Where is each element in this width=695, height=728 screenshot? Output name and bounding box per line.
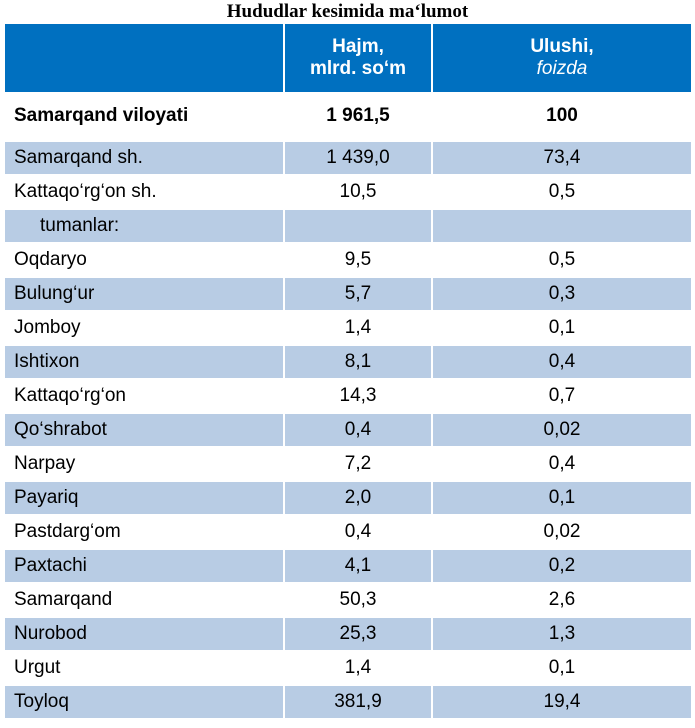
region-volume: 5,7 xyxy=(285,278,433,312)
region-share: 0,02 xyxy=(433,414,691,448)
region-share: 0,02 xyxy=(433,516,691,550)
header-volume-line1: Hajm, xyxy=(332,36,384,57)
total-row: Samarqand viloyati 1 961,5 100 xyxy=(5,92,691,142)
region-volume: 0,4 xyxy=(285,414,433,448)
region-share: 2,6 xyxy=(433,584,691,618)
region-volume: 1,4 xyxy=(285,652,433,686)
region-share: 0,5 xyxy=(433,176,691,210)
region-share: 0,7 xyxy=(433,380,691,414)
region-share xyxy=(433,210,691,244)
region-name: Narpay xyxy=(5,448,285,482)
table-row: Nurobod 25,3 1,3 xyxy=(5,618,691,652)
region-volume: 0,4 xyxy=(285,516,433,550)
table-row: Toyloq 381,9 19,4 xyxy=(5,686,691,720)
table-row: Samarqand 50,3 2,6 xyxy=(5,584,691,618)
header-volume-line2: mlrd. so‘m xyxy=(309,58,407,79)
region-share: 19,4 xyxy=(433,686,691,720)
region-name: Urgut xyxy=(5,652,285,686)
table-row: Pastdarg‘om 0,4 0,02 xyxy=(5,516,691,550)
region-name: Jomboy xyxy=(5,312,285,346)
region-name: Oqdaryo xyxy=(5,244,285,278)
region-volume xyxy=(285,210,433,244)
region-share: 0,2 xyxy=(433,550,691,584)
region-volume: 50,3 xyxy=(285,584,433,618)
region-group-label: tumanlar: xyxy=(5,210,285,244)
region-volume: 1,4 xyxy=(285,312,433,346)
region-share: 0,1 xyxy=(433,482,691,516)
total-share: 100 xyxy=(433,92,691,142)
region-name: Ishtixon xyxy=(5,346,285,380)
region-volume: 9,5 xyxy=(285,244,433,278)
region-share: 0,1 xyxy=(433,652,691,686)
total-volume: 1 961,5 xyxy=(285,92,433,142)
region-name: Samarqand sh. xyxy=(5,142,285,176)
region-name: Kattaqo‘rg‘on xyxy=(5,380,285,414)
table-row: tumanlar: xyxy=(5,210,691,244)
header-share-line1: Ulushi, xyxy=(530,36,594,57)
total-region-name: Samarqand viloyati xyxy=(5,92,285,142)
region-volume: 2,0 xyxy=(285,482,433,516)
region-volume: 8,1 xyxy=(285,346,433,380)
header-share-cell: Ulushi, foizda xyxy=(433,24,691,92)
region-name: Paxtachi xyxy=(5,550,285,584)
table-row: Samarqand sh. 1 439,0 73,4 xyxy=(5,142,691,176)
table-row: Urgut 1,4 0,1 xyxy=(5,652,691,686)
page-title: Hududlar kesimida ma‘lumot xyxy=(226,1,469,22)
region-volume: 381,9 xyxy=(285,686,433,720)
table-row: Kattaqo‘rg‘on sh. 10,5 0,5 xyxy=(5,176,691,210)
header-volume-cell: Hajm, mlrd. so‘m xyxy=(285,24,433,92)
table-row: Oqdaryo 9,5 0,5 xyxy=(5,244,691,278)
region-volume: 14,3 xyxy=(285,380,433,414)
table-row: Jomboy 1,4 0,1 xyxy=(5,312,691,346)
region-name: Kattaqo‘rg‘on sh. xyxy=(5,176,285,210)
region-name: Bulung‘ur xyxy=(5,278,285,312)
region-share: 0,1 xyxy=(433,312,691,346)
table-row: Kattaqo‘rg‘on 14,3 0,7 xyxy=(5,380,691,414)
region-volume: 25,3 xyxy=(285,618,433,652)
table-row: Ishtixon 8,1 0,4 xyxy=(5,346,691,380)
region-name: Samarqand xyxy=(5,584,285,618)
region-name: Pastdarg‘om xyxy=(5,516,285,550)
region-share: 1,3 xyxy=(433,618,691,652)
table-row: Narpay 7,2 0,4 xyxy=(5,448,691,482)
region-share: 73,4 xyxy=(433,142,691,176)
table-header-row: Hajm, mlrd. so‘m Ulushi, foizda xyxy=(5,24,691,92)
region-volume: 4,1 xyxy=(285,550,433,584)
region-name: Payariq xyxy=(5,482,285,516)
region-share: 0,4 xyxy=(433,346,691,380)
region-name: Toyloq xyxy=(5,686,285,720)
region-share: 0,3 xyxy=(433,278,691,312)
header-region-cell xyxy=(5,24,285,92)
table-row: Bulung‘ur 5,7 0,3 xyxy=(5,278,691,312)
header-share-line2: foizda xyxy=(536,58,588,79)
region-share: 0,5 xyxy=(433,244,691,278)
table-row: Paxtachi 4,1 0,2 xyxy=(5,550,691,584)
region-volume: 1 439,0 xyxy=(285,142,433,176)
regions-table: Hajm, mlrd. so‘m Ulushi, foizda Samarqan… xyxy=(5,24,691,720)
table-row: Qo‘shrabot 0,4 0,02 xyxy=(5,414,691,448)
region-volume: 7,2 xyxy=(285,448,433,482)
table-row: Payariq 2,0 0,1 xyxy=(5,482,691,516)
region-volume: 10,5 xyxy=(285,176,433,210)
region-name: Qo‘shrabot xyxy=(5,414,285,448)
region-share: 0,4 xyxy=(433,448,691,482)
region-name: Nurobod xyxy=(5,618,285,652)
